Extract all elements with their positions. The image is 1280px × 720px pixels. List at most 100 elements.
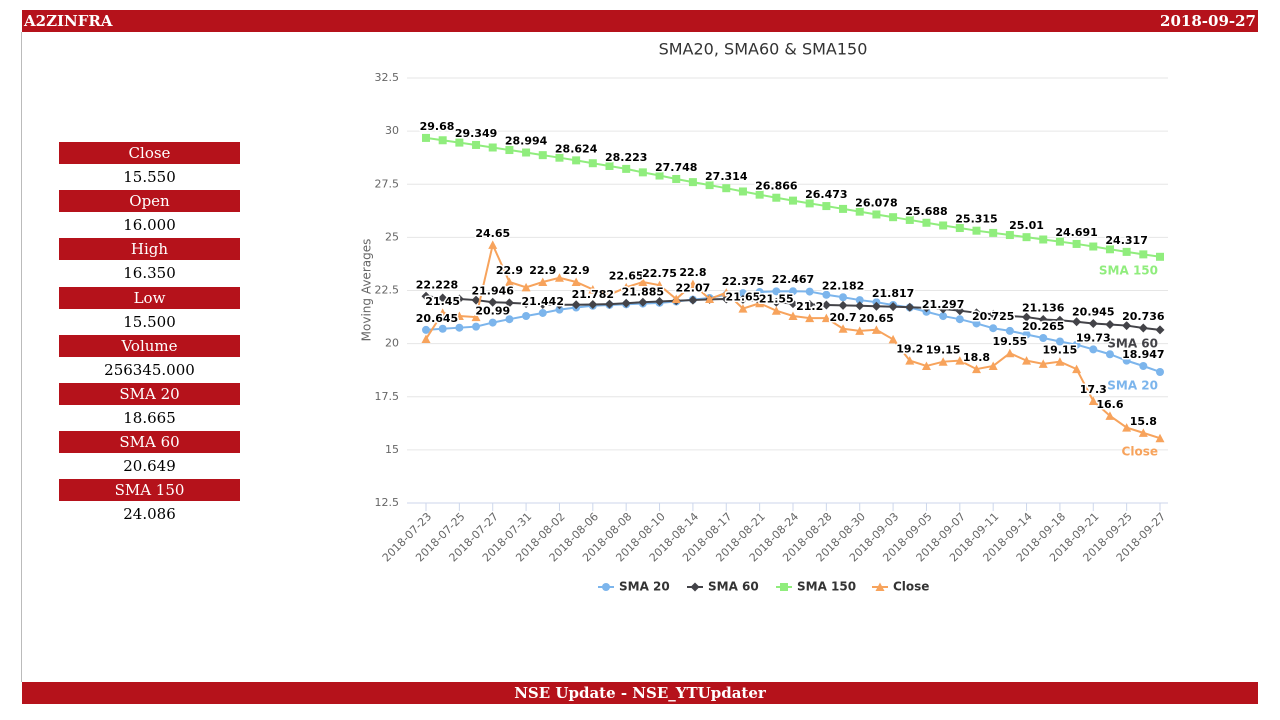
point — [538, 308, 547, 317]
point — [939, 312, 948, 321]
point — [805, 199, 814, 208]
point — [1105, 320, 1115, 329]
point — [538, 299, 548, 309]
y-tick-label: 12.5 — [375, 496, 400, 509]
point — [939, 221, 948, 230]
point — [1155, 325, 1165, 335]
field-value: 15.550 — [123, 168, 176, 186]
point — [671, 294, 681, 303]
data-label: 18.8 — [963, 351, 990, 364]
point — [471, 312, 481, 322]
point — [905, 302, 915, 312]
point — [1122, 247, 1131, 256]
point — [1139, 250, 1148, 259]
point — [438, 324, 447, 333]
point — [1022, 356, 1032, 365]
data-label: 20.7 — [829, 311, 856, 324]
point — [588, 300, 598, 310]
point — [438, 136, 447, 145]
point — [1105, 411, 1115, 420]
field-label: SMA 20 — [59, 383, 240, 405]
point — [921, 361, 931, 370]
data-label: 20.65 — [859, 312, 894, 325]
data-label: 21.442 — [522, 295, 564, 308]
point — [822, 290, 831, 299]
data-label: 27.748 — [655, 161, 697, 174]
point — [855, 207, 864, 216]
point — [688, 295, 698, 305]
point — [621, 282, 631, 292]
series-end-label: SMA 150 — [1099, 263, 1158, 277]
point — [721, 294, 731, 304]
point — [1089, 345, 1098, 354]
data-label: 28.624 — [555, 142, 598, 155]
data-label: 19.15 — [1043, 344, 1078, 357]
data-label: 19.15 — [926, 344, 961, 357]
data-label: 29.349 — [455, 127, 497, 140]
data-label: 20.645 — [416, 312, 458, 325]
data-label: 28.994 — [505, 135, 548, 148]
point — [855, 301, 865, 311]
data-label: 22.9 — [529, 264, 556, 277]
point — [805, 299, 815, 309]
point — [972, 364, 981, 374]
data-label: 19.2 — [896, 343, 923, 356]
point — [1039, 333, 1048, 342]
data-label: 26.866 — [755, 180, 798, 193]
point — [921, 303, 931, 313]
point — [838, 324, 848, 333]
point — [438, 308, 448, 317]
point — [922, 218, 931, 227]
point — [622, 164, 631, 173]
point — [471, 295, 481, 305]
point — [1038, 359, 1048, 368]
data-label: 22.9 — [563, 264, 590, 277]
point — [1072, 317, 1082, 327]
point — [705, 294, 715, 303]
point — [688, 178, 697, 187]
point — [1156, 252, 1164, 261]
point — [455, 323, 464, 332]
point — [738, 289, 747, 298]
point — [1088, 396, 1098, 405]
point — [855, 296, 864, 305]
point — [1072, 364, 1082, 374]
field-value: 256345.000 — [104, 360, 195, 379]
point — [505, 146, 514, 155]
point — [605, 290, 614, 299]
point — [955, 224, 964, 233]
data-label: 25.315 — [955, 213, 997, 226]
point — [472, 140, 481, 149]
point — [721, 288, 731, 297]
data-label: 20.945 — [1072, 306, 1114, 319]
data-label: 26.078 — [855, 196, 897, 209]
point — [1105, 245, 1114, 254]
data-label: 21.946 — [472, 284, 515, 297]
point — [822, 202, 831, 211]
data-label: 16.6 — [1096, 398, 1123, 411]
point — [588, 284, 598, 294]
point — [821, 313, 831, 323]
data-label: 24.65 — [475, 227, 510, 240]
point — [504, 298, 514, 308]
point — [488, 297, 498, 307]
point — [488, 318, 497, 327]
data-label: 21.45 — [425, 295, 460, 308]
legend-label: Close — [893, 580, 929, 594]
point — [972, 319, 981, 328]
point — [555, 305, 564, 314]
point — [504, 277, 514, 286]
point — [771, 297, 781, 307]
legend-marker — [780, 583, 788, 591]
y-tick-label: 22.5 — [375, 284, 400, 297]
field-label: Close — [59, 142, 240, 164]
field-value: 16.000 — [123, 216, 176, 235]
data-label: 22.182 — [822, 279, 864, 292]
point — [572, 156, 581, 165]
point — [738, 187, 747, 196]
point — [1088, 319, 1098, 329]
data-label: 17.3 — [1080, 383, 1107, 396]
point — [1122, 356, 1131, 365]
point — [438, 293, 448, 303]
left-border — [21, 32, 22, 682]
